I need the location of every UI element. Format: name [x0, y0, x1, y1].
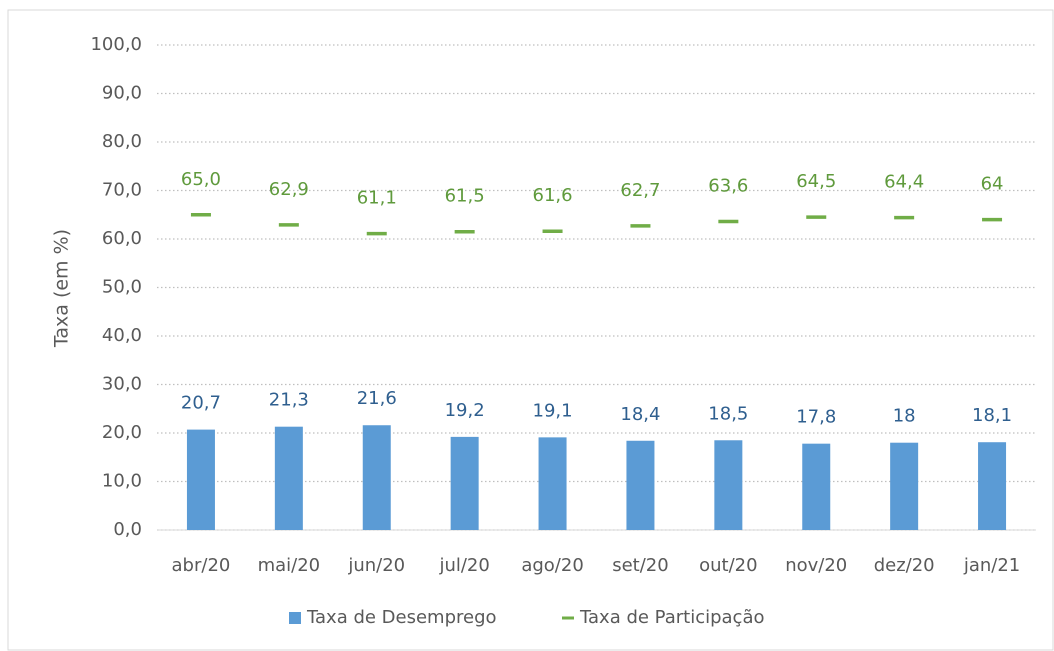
- y-tick-label: 60,0: [102, 228, 142, 249]
- x-tick-label: jan/21: [963, 555, 1020, 576]
- x-tick-label: ago/20: [521, 555, 583, 576]
- point-value-label: 64,4: [884, 172, 924, 193]
- point-value-label: 61,5: [445, 186, 485, 207]
- y-axis-title: Taxa (em %): [51, 229, 73, 348]
- point-value-label: 63,6: [708, 176, 748, 197]
- y-tick-label: 50,0: [102, 277, 142, 298]
- bar: [450, 436, 479, 530]
- bar-value-label: 18,5: [708, 403, 748, 424]
- bar: [890, 442, 919, 530]
- bar-value-label: 20,7: [181, 393, 221, 414]
- y-tick-label: 30,0: [102, 374, 142, 395]
- y-tick-label: 0,0: [113, 519, 142, 540]
- y-tick-label: 90,0: [102, 83, 142, 104]
- x-tick-label: dez/20: [874, 555, 935, 576]
- legend-swatch: [289, 612, 301, 624]
- bar: [714, 440, 743, 530]
- y-tick-label: 40,0: [102, 325, 142, 346]
- bar-value-label: 18,4: [620, 404, 660, 425]
- legend-label: Taxa de Desemprego: [306, 607, 497, 628]
- bar: [274, 426, 303, 530]
- x-tick-label: set/20: [612, 555, 668, 576]
- point-value-label: 62,7: [620, 180, 660, 201]
- bar-value-label: 18,1: [972, 405, 1012, 426]
- x-tick-label: jun/20: [347, 555, 405, 576]
- bar: [362, 425, 391, 530]
- bar-value-label: 21,6: [357, 388, 397, 409]
- bar-value-label: 21,3: [269, 390, 309, 411]
- x-tick-label: out/20: [699, 555, 757, 576]
- bar: [626, 440, 655, 530]
- bar: [186, 429, 215, 530]
- bar: [802, 443, 831, 530]
- point-value-label: 61,1: [357, 188, 397, 209]
- y-tick-label: 100,0: [90, 34, 142, 55]
- point-value-label: 64: [981, 174, 1004, 195]
- bar-value-label: 19,2: [445, 400, 485, 421]
- y-tick-label: 70,0: [102, 180, 142, 201]
- point-value-label: 64,5: [796, 171, 836, 192]
- legend-label: Taxa de Participação: [579, 607, 765, 628]
- bar: [538, 437, 567, 530]
- bar-value-label: 19,1: [533, 400, 573, 421]
- x-tick-label: abr/20: [172, 555, 231, 576]
- chart-frame: [7, 9, 1054, 651]
- bar-value-label: 18: [893, 406, 916, 427]
- point-value-label: 61,6: [533, 185, 573, 206]
- y-tick-label: 80,0: [102, 131, 142, 152]
- y-tick-label: 10,0: [102, 471, 142, 492]
- x-tick-label: mai/20: [258, 555, 321, 576]
- x-tick-label: jul/20: [438, 555, 489, 576]
- point-value-label: 62,9: [269, 179, 309, 200]
- bar: [978, 442, 1007, 530]
- point-value-label: 65,0: [181, 169, 221, 190]
- bar-value-label: 17,8: [796, 407, 836, 428]
- x-tick-label: nov/20: [785, 555, 847, 576]
- y-tick-label: 20,0: [102, 422, 142, 443]
